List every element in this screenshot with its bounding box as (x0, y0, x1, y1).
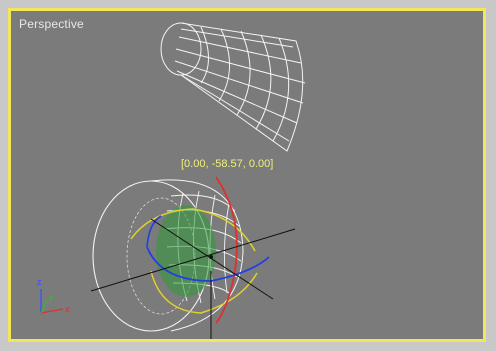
viewport-label[interactable]: Perspective (19, 17, 84, 31)
z-axis-label: z (37, 277, 42, 287)
x-axis-label: x (65, 304, 70, 314)
perspective-viewport[interactable]: Perspective (8, 8, 486, 342)
cone-mesh-upper[interactable] (160, 22, 306, 152)
axis-tripod: z x y (37, 277, 70, 314)
scene-canvas: z x y (37, 22, 306, 339)
y-axis-label: y (49, 292, 54, 302)
coordinate-readout: [0.00, -58.57, 0.00] (181, 158, 274, 170)
rotate-gizmo[interactable] (90, 176, 296, 339)
